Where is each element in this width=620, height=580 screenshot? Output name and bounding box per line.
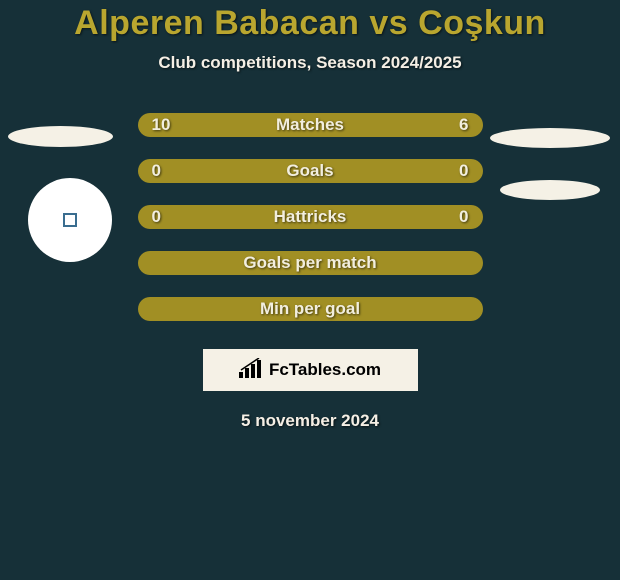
stat-bar: Min per goal bbox=[138, 297, 483, 321]
date-line: 5 november 2024 bbox=[241, 411, 379, 431]
stat-value-left: 0 bbox=[152, 207, 161, 227]
stat-bar: 0 0 Goals bbox=[138, 159, 483, 183]
stat-label: Min per goal bbox=[260, 299, 360, 319]
page-subtitle: Club competitions, Season 2024/2025 bbox=[158, 53, 461, 73]
stats-container: 10 6 Matches 0 0 Goals 0 0 Hattricks Goals per ma… bbox=[138, 113, 483, 343]
page-title: Alperen Babacan vs Coşkun bbox=[74, 4, 546, 43]
stat-value-left: 10 bbox=[152, 115, 171, 135]
stat-label: Goals bbox=[286, 161, 333, 181]
stat-value-left: 0 bbox=[152, 161, 161, 181]
stat-row: 0 0 Goals bbox=[138, 159, 483, 183]
stat-row: 0 0 Hattricks bbox=[138, 205, 483, 229]
stat-row: 10 6 Matches bbox=[138, 113, 483, 137]
stat-value-right: 6 bbox=[459, 115, 468, 135]
stat-row: Min per goal bbox=[138, 297, 483, 321]
stat-label: Matches bbox=[276, 115, 344, 135]
stat-bar: Goals per match bbox=[138, 251, 483, 275]
chart-icon bbox=[239, 358, 263, 383]
stat-bar: 10 6 Matches bbox=[138, 113, 483, 137]
stat-label: Hattricks bbox=[274, 207, 347, 227]
stat-row: Goals per match bbox=[138, 251, 483, 275]
brand-box: FcTables.com bbox=[203, 349, 418, 391]
stat-bar: 0 0 Hattricks bbox=[138, 205, 483, 229]
brand-text: FcTables.com bbox=[269, 360, 381, 380]
stat-label: Goals per match bbox=[243, 253, 376, 273]
stat-value-right: 0 bbox=[459, 207, 468, 227]
stat-value-right: 0 bbox=[459, 161, 468, 181]
